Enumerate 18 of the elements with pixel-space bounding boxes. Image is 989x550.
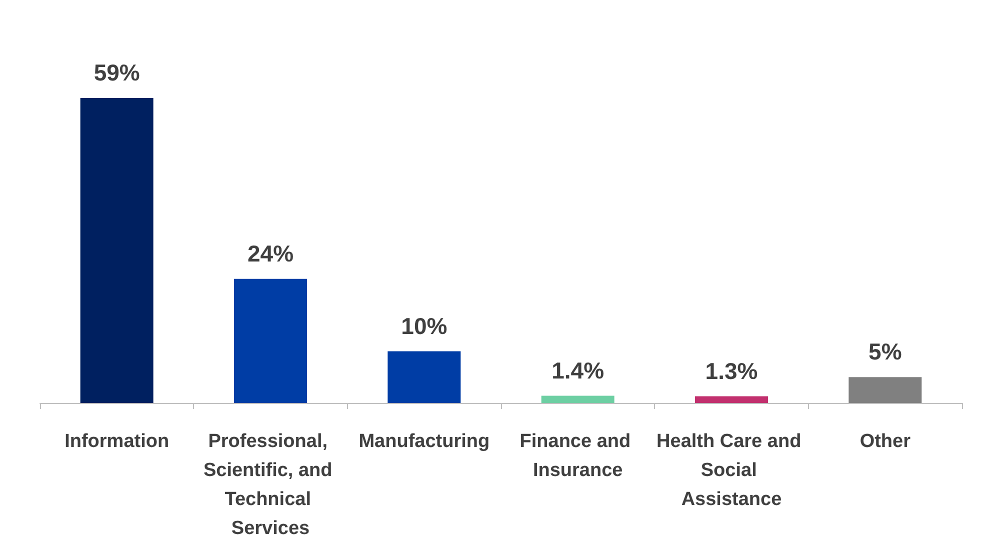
data-label: 1.4% (552, 357, 604, 384)
data-label: 59% (94, 60, 140, 86)
data-label: 1.3% (705, 358, 758, 384)
x-tick-label: Manufacturing (358, 431, 490, 452)
bar (234, 278, 307, 403)
data-label: 10% (401, 312, 448, 339)
x-tick-label: Information (64, 431, 170, 452)
x-tick-label: Other (860, 431, 912, 452)
x-tick-label: Finance and Insurance (520, 431, 636, 481)
bar (388, 351, 461, 403)
data-label: 5% (868, 338, 902, 365)
bar (541, 396, 614, 403)
bar (848, 377, 922, 403)
x-tick-label: Professional, Scientific, and Technical Services (203, 431, 338, 539)
x-tick-label: Health Care and Social Assistance (656, 431, 806, 510)
data-label: 24% (247, 240, 294, 266)
bar (695, 396, 768, 403)
bar (80, 98, 154, 403)
